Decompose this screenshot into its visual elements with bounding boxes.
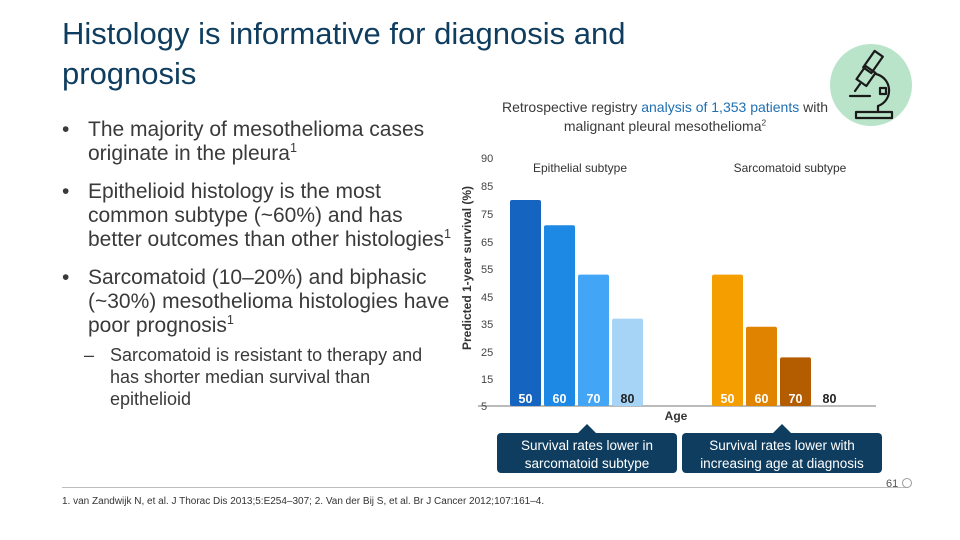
bar xyxy=(780,357,811,406)
series-label: Epithelial subtype xyxy=(533,161,627,175)
y-tick-label: 35 xyxy=(481,319,493,331)
footnote: 1. van Zandwijk N, et al. J Thorac Dis 2… xyxy=(62,496,545,507)
bullet-item: The majority of mesothelioma cases origi… xyxy=(58,118,453,166)
bar xyxy=(712,274,743,406)
bullet-ref: 1 xyxy=(289,141,297,155)
heading-highlight: analysis of 1,353 patients xyxy=(641,99,800,115)
heading-pre: Retrospective registry xyxy=(501,99,642,115)
x-tick-label: 70 xyxy=(587,392,601,406)
y-tick-label: 85 xyxy=(481,181,493,193)
page-number: 61 xyxy=(886,478,899,490)
y-tick-label: 75 xyxy=(481,209,493,221)
heading-ref: 2 xyxy=(761,117,767,128)
y-tick-label: 65 xyxy=(481,237,493,249)
x-tick-label: 60 xyxy=(553,392,567,406)
bullet-item: Sarcomatoid (10–20%) and biphasic (~30%)… xyxy=(58,266,453,338)
bullet-text: The majority of mesothelioma cases origi… xyxy=(88,118,425,165)
y-tick-label: 15 xyxy=(481,374,493,386)
y-tick-label: 55 xyxy=(481,264,493,276)
bullet-ref: 1 xyxy=(226,313,234,327)
bar xyxy=(578,274,609,406)
callout-age: Survival rates lower with increasing age… xyxy=(682,424,882,473)
bar xyxy=(510,200,541,406)
page-title: Histology is informative for diagnosis a… xyxy=(62,16,626,91)
bar xyxy=(544,225,575,406)
y-tick-label: 5 xyxy=(481,401,487,413)
bullet-item: Epithelioid histology is the most common… xyxy=(58,180,453,252)
y-tick-label: 90 xyxy=(481,153,493,165)
bullet-list: The majority of mesothelioma cases origi… xyxy=(58,118,453,410)
heading-post: with malignant pleural mesothelioma xyxy=(563,99,829,134)
bullet-text: Sarcomatoid (10–20%) and biphasic (~30%)… xyxy=(88,266,450,337)
x-tick-label: 50 xyxy=(721,392,735,406)
y-tick-label: 25 xyxy=(481,347,493,359)
chart-heading: Retrospective registry analysis of 1,353… xyxy=(500,98,830,136)
page-marker-icon xyxy=(902,478,912,488)
microscope-icon-graphic xyxy=(848,49,894,120)
y-tick-label: 45 xyxy=(481,292,493,304)
microscope-icon xyxy=(830,44,912,126)
callout-sarcomatoid: Survival rates lower in sarcomatoid subt… xyxy=(497,424,677,473)
footnote-divider xyxy=(62,487,908,488)
sub-bullet-item: Sarcomatoid is resistant to therapy and … xyxy=(58,344,453,410)
bar xyxy=(612,318,643,406)
x-tick-label: 50 xyxy=(519,392,533,406)
y-axis-label: Predicted 1-year survival (%) xyxy=(460,186,474,350)
x-tick-label: 60 xyxy=(755,392,769,406)
bar xyxy=(746,326,777,406)
bullet-ref: 1 xyxy=(444,227,452,241)
x-tick-label: 80 xyxy=(823,392,837,406)
x-tick-label: 70 xyxy=(789,392,803,406)
bullet-text: Epithelioid histology is the most common… xyxy=(88,180,445,251)
x-tick-label: 80 xyxy=(621,392,635,406)
x-axis-label: Age xyxy=(665,409,688,423)
series-label: Sarcomatoid subtype xyxy=(734,161,847,175)
